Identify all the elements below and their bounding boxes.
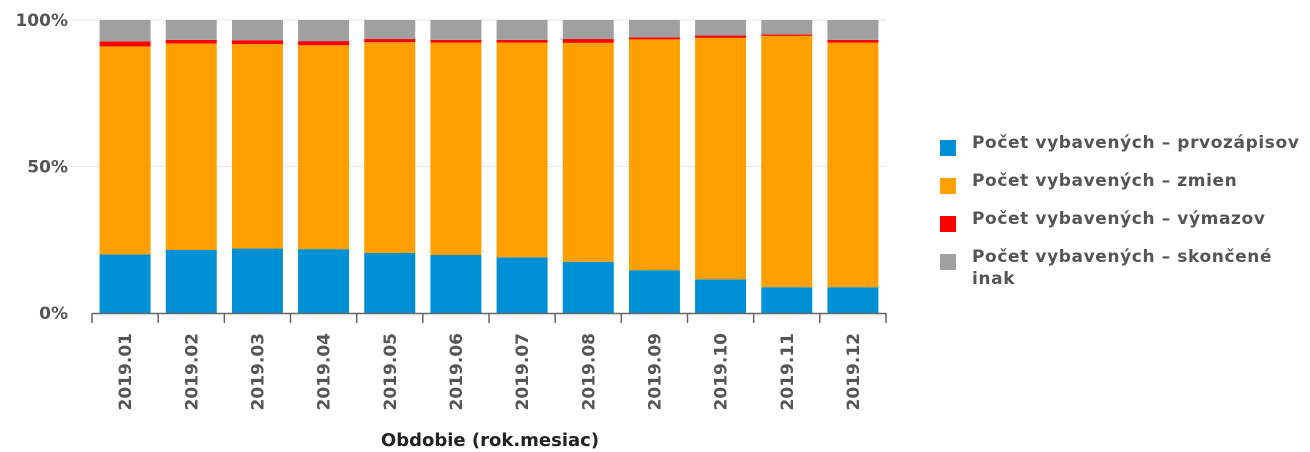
x-tick-label: 2019.06 — [447, 333, 467, 410]
bar-segment — [165, 39, 217, 44]
x-tick-label: 2019.11 — [778, 333, 798, 410]
legend-item[interactable]: Počet vybavených – zmien — [940, 170, 1310, 194]
legend-item[interactable]: Počet vybavených – výmazov — [940, 208, 1310, 232]
bar-segment — [496, 39, 548, 43]
bar-segment — [496, 42, 548, 258]
bar-segment — [231, 20, 283, 41]
bar-segment — [231, 248, 283, 313]
bar-segment — [99, 41, 151, 47]
bar-segment — [165, 250, 217, 313]
bar-segment — [430, 42, 482, 255]
bars — [99, 20, 879, 313]
bar-segment — [628, 20, 680, 38]
bar-segment — [165, 43, 217, 250]
bar-segment — [827, 42, 879, 288]
x-tick-label: 2019.05 — [381, 333, 401, 410]
y-tick-label: 50% — [27, 158, 68, 178]
bar-segment — [430, 254, 482, 313]
bar-segment — [761, 35, 813, 288]
x-axis: 2019.01 2019.02 2019.03 2019.04 2019.05 2019.… — [91, 312, 887, 411]
bar-segment — [99, 46, 151, 255]
legend-swatch — [940, 178, 956, 194]
x-tick-label: 2019.04 — [315, 333, 335, 411]
bar-segment — [430, 20, 482, 40]
legend-label: Počet vybavených – výmazov — [972, 209, 1266, 229]
legend-label: Počet vybavených – skončené inak — [972, 247, 1273, 289]
bar-segment — [364, 252, 416, 313]
bar-segment — [298, 249, 350, 313]
legend-item[interactable]: Počet vybavených – prvozápisov — [940, 132, 1310, 156]
bar-segment — [231, 40, 283, 45]
legend: Počet vybavených – prvozápisov Počet vyba… — [940, 132, 1310, 304]
y-axis: 0% 50% 100% — [15, 11, 68, 324]
bar-segment — [430, 39, 482, 43]
legend-label: Počet vybavených – prvozápisov — [972, 133, 1300, 153]
bar-segment — [298, 41, 350, 46]
x-axis-title: Obdobie (rok.mesiac) — [381, 430, 599, 451]
bar-segment — [628, 270, 680, 313]
bar-segment — [562, 42, 614, 262]
bar-segment — [496, 20, 548, 40]
bar-segment — [761, 20, 813, 35]
y-tick-label: 100% — [15, 11, 68, 31]
bar-segment — [496, 257, 548, 313]
bar-segment — [827, 287, 879, 313]
bar-segment — [761, 287, 813, 313]
legend-swatch — [940, 140, 956, 156]
bar-segment — [695, 279, 747, 313]
bar-segment — [298, 20, 350, 42]
legend-swatch — [940, 254, 956, 270]
bar-segment — [827, 39, 879, 43]
bar-segment — [99, 20, 151, 42]
x-tick-label: 2019.01 — [116, 333, 136, 410]
x-tick-label: 2019.12 — [844, 333, 864, 410]
x-tick-label: 2019.08 — [579, 333, 599, 410]
bar-segment — [827, 20, 879, 40]
bar-segment — [628, 37, 680, 40]
x-tick-label: 2019.10 — [712, 333, 732, 411]
bar-segment — [298, 45, 350, 250]
legend-swatch — [940, 216, 956, 232]
bar-segment — [165, 20, 217, 40]
bar-segment — [695, 20, 747, 36]
legend-item[interactable]: Počet vybavených – skončené inak — [940, 246, 1310, 290]
bar-segment — [99, 254, 151, 313]
legend-label: Počet vybavených – zmien — [972, 171, 1238, 191]
x-tick-label: 2019.09 — [645, 333, 665, 410]
bar-segment — [231, 44, 283, 249]
bar-segment — [695, 37, 747, 280]
x-tick-label: 2019.03 — [248, 333, 268, 410]
x-tick-label: 2019.07 — [513, 333, 533, 410]
bar-segment — [364, 20, 416, 40]
x-tick-label: 2019.02 — [182, 333, 202, 410]
bar-segment — [562, 20, 614, 40]
bar-segment — [761, 34, 813, 36]
bar-segment — [695, 35, 747, 38]
bar-segment — [628, 39, 680, 271]
bar-segment — [364, 39, 416, 43]
bar-segment — [562, 39, 614, 43]
bar-segment — [562, 261, 614, 313]
bar-segment — [364, 42, 416, 253]
y-tick-label: 0% — [39, 304, 68, 324]
